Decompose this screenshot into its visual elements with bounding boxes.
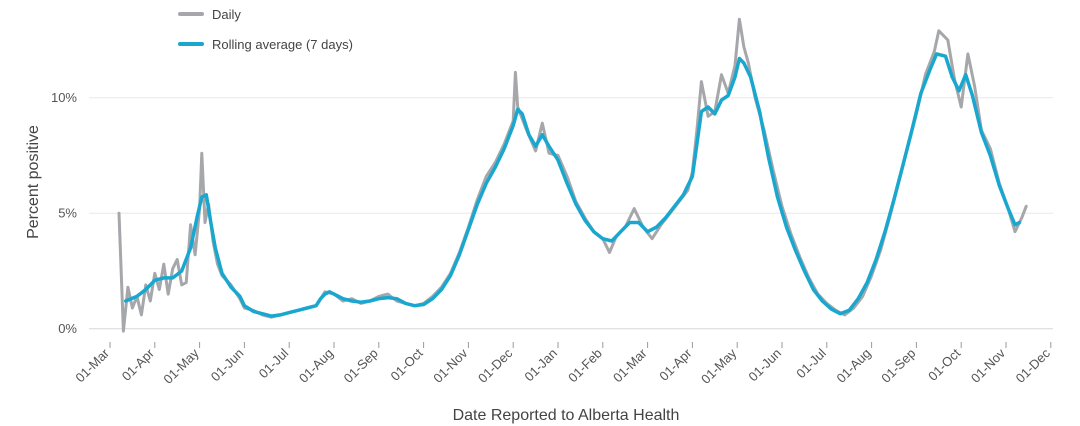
x-tick-label: 01-Mar	[72, 345, 112, 385]
legend-item-daily[interactable]: Daily	[178, 4, 353, 24]
x-tick-label: 01-Dec	[1013, 345, 1054, 386]
y-axis-title: Percent positive	[25, 125, 42, 239]
legend: Daily Rolling average (7 days)	[178, 4, 353, 64]
y-axis: 0% 5% 10%	[51, 90, 77, 336]
x-tick-label: 01-May	[160, 345, 202, 387]
x-tick-label: 01-Jul	[793, 345, 829, 381]
x-tick-label: 01-Sep	[341, 346, 381, 386]
series-line-daily	[117, 17, 1028, 333]
legend-label-daily: Daily	[212, 6, 241, 22]
x-tick-label: 01-Sep	[878, 346, 918, 386]
legend-label-rolling-average: Rolling average (7 days)	[212, 36, 353, 52]
x-tick-label: 01-Apr	[656, 345, 695, 384]
x-tick-label: 01-Oct	[925, 345, 963, 383]
x-tick-label: 01-Aug	[833, 346, 873, 386]
x-axis-title: Date Reported to Alberta Health	[453, 407, 680, 424]
gridlines	[89, 97, 1053, 330]
x-tick-label: 01-May	[698, 345, 740, 387]
x-tick-label: 01-Jan	[521, 346, 560, 385]
y-tick-label: 5%	[58, 205, 77, 220]
x-tick-label: 01-Mar	[610, 345, 650, 385]
series-layer	[117, 17, 1028, 333]
legend-item-rolling-average[interactable]: Rolling average (7 days)	[178, 34, 353, 54]
x-tick-label: 01-Nov	[430, 345, 471, 386]
x-tick-label: 01-Oct	[388, 345, 426, 383]
series-line-rolling-average	[123, 52, 1022, 318]
legend-swatch-daily	[178, 12, 204, 16]
x-tick-label: 01-Aug	[296, 346, 336, 386]
x-tick-label: 01-Dec	[475, 345, 516, 386]
x-tick-label: 01-Jul	[256, 345, 292, 381]
x-tick-label: 01-Jun	[208, 346, 247, 385]
x-axis: 01-Mar 01-Apr 01-May 01-Jun 01-Jul 01-Aug 01-S…	[72, 342, 1053, 387]
legend-swatch-rolling-average	[178, 42, 204, 46]
x-tick-label: 01-Nov	[968, 345, 1009, 386]
x-tick-label: 01-Apr	[119, 345, 158, 384]
y-tick-label: 0%	[58, 321, 77, 336]
x-tick-label: 01-Jun	[745, 346, 784, 385]
y-tick-label: 10%	[51, 90, 77, 105]
x-tick-label: 01-Feb	[565, 346, 605, 386]
